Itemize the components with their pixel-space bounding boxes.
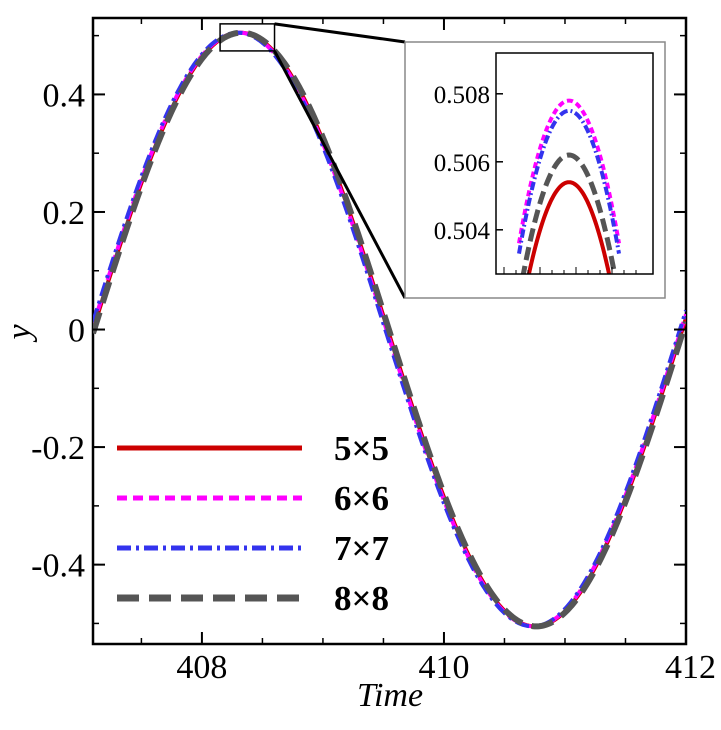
y-tick-label: -0.4 <box>31 548 85 585</box>
inset-series-line <box>517 98 621 244</box>
series-line <box>93 30 686 629</box>
zoom-connector <box>273 50 407 299</box>
inset-series-line <box>526 180 612 274</box>
legend-label: 8×8 <box>334 579 389 618</box>
y-tick-label: 0.2 <box>43 195 86 232</box>
y-tick-label: -0.2 <box>31 430 85 467</box>
inset-frame <box>495 52 654 275</box>
inset-series-line <box>520 152 618 274</box>
inset-y-tick-label: 0.506 <box>434 150 490 177</box>
x-tick-label: 410 <box>418 649 469 686</box>
series-line <box>93 29 686 630</box>
x-axis-label: Time <box>357 677 423 714</box>
x-tick-label: 408 <box>176 649 227 686</box>
y-tick-label: 0 <box>68 313 85 350</box>
zoom-box <box>219 23 276 52</box>
inset-series-line <box>517 108 621 254</box>
y-axis-label: y <box>1 324 38 343</box>
inset-y-tick-label: 0.504 <box>434 218 491 245</box>
inset-y-tick-label: 0.508 <box>434 82 490 109</box>
legend-label: 7×7 <box>334 529 389 568</box>
y-tick-label: 0.4 <box>43 77 86 114</box>
x-tick-label: 412 <box>665 649 716 686</box>
zoom-connector <box>274 22 406 44</box>
legend-label: 5×5 <box>334 429 389 468</box>
legend-label: 6×6 <box>334 479 389 518</box>
